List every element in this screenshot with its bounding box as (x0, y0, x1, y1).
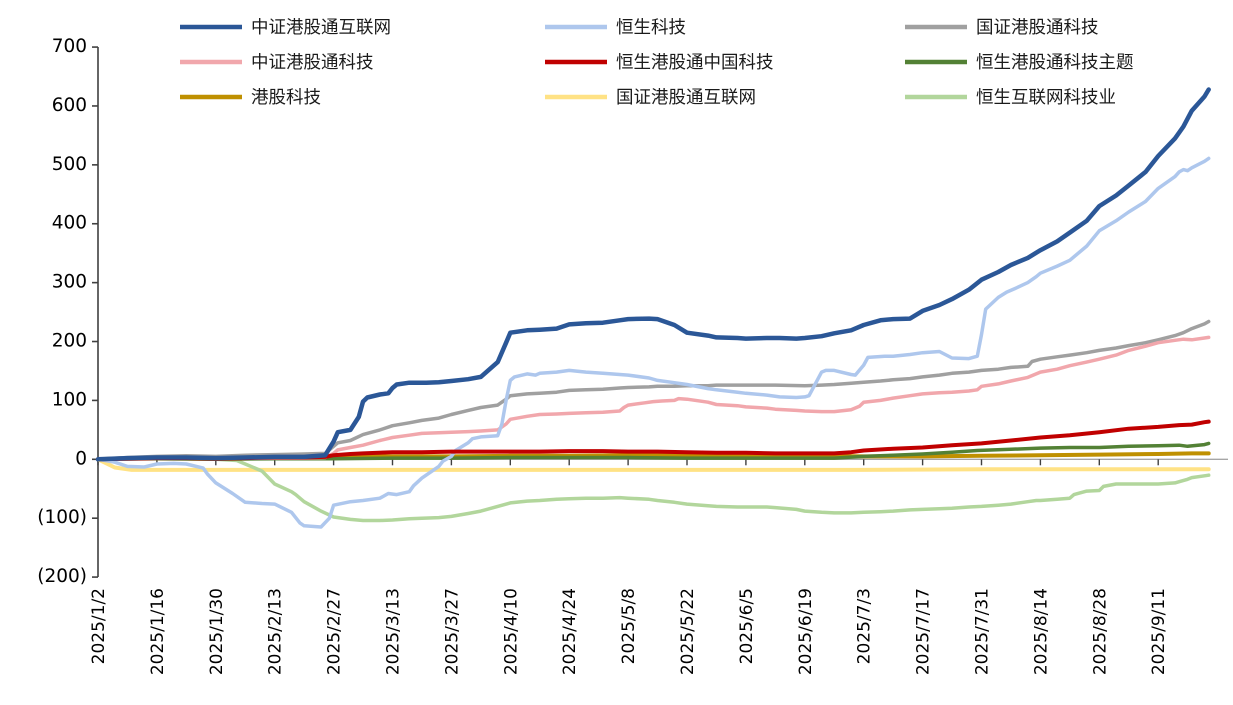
x-tick-label: 2025/9/11 (1149, 588, 1169, 675)
x-tick-label: 2025/3/27 (442, 588, 462, 675)
legend-item: 港股科技 (180, 88, 321, 108)
legend-item: 恒生互联网科技业 (905, 88, 1116, 108)
x-tick-label-group: 2025/6/5 (737, 588, 757, 664)
x-tick-label-group: 2025/1/2 (89, 588, 109, 664)
y-tick-label: 700 (52, 36, 87, 57)
series-line-3 (96, 335, 1211, 462)
legend-item: 恒生港股通科技主题 (905, 53, 1134, 73)
y-tick-label: 100 (52, 389, 87, 410)
x-tick-label-group: 2025/8/14 (1031, 588, 1051, 675)
legend-label: 恒生港股通中国科技 (616, 53, 774, 73)
x-tick-label: 2025/5/8 (619, 588, 639, 664)
series-line-5 (96, 441, 1211, 462)
series-line-1 (96, 156, 1211, 529)
x-tick-label-group: 2025/5/22 (678, 588, 698, 675)
x-tick-label: 2025/1/2 (89, 588, 109, 664)
x-tick-label: 2025/6/5 (737, 588, 757, 664)
x-tick-label-group: 2025/1/30 (207, 588, 227, 675)
x-tick-label: 2025/4/24 (560, 588, 580, 675)
y-tick-label: (200) (37, 566, 87, 587)
x-tick-label-group: 2025/7/3 (855, 588, 875, 664)
x-tick-label: 2025/7/31 (973, 588, 993, 675)
legend-label: 中证港股通互联网 (251, 18, 391, 38)
x-tick-label: 2025/2/13 (266, 588, 286, 675)
x-tick-label: 2025/6/19 (796, 588, 816, 675)
x-tick-label-group: 2025/7/31 (973, 588, 993, 675)
axes-layer: 700 600 500 400 300 200 100 0 (100) (200)2025/1/2… (37, 36, 1228, 675)
legend-label: 中证港股通科技 (251, 53, 374, 73)
x-tick-label-group: 2025/2/27 (325, 588, 345, 675)
x-tick-label: 2025/3/13 (384, 588, 404, 675)
legend-label: 国证港股通科技 (976, 18, 1099, 38)
legend-item: 恒生港股通中国科技 (545, 53, 774, 73)
x-tick-label-group: 2025/3/27 (442, 588, 462, 675)
x-tick-label-group: 2025/8/28 (1090, 588, 1110, 675)
x-tick-label: 2025/1/30 (207, 588, 227, 675)
y-tick-label: 0 (75, 448, 87, 469)
x-tick-label: 2025/1/16 (148, 588, 168, 675)
legend-label: 恒生科技 (616, 18, 686, 38)
x-tick-label: 2025/7/3 (855, 588, 875, 664)
x-tick-label-group: 2025/1/16 (148, 588, 168, 675)
x-tick-label: 2025/4/10 (501, 588, 521, 675)
x-tick-label-group: 2025/4/24 (560, 588, 580, 675)
x-tick-label-group: 2025/2/13 (266, 588, 286, 675)
x-tick-label-group: 2025/5/8 (619, 588, 639, 664)
legend-label: 港股科技 (251, 88, 321, 108)
x-tick-label: 2025/8/28 (1090, 588, 1110, 675)
y-tick-label: (100) (37, 507, 87, 528)
series-layer (95, 87, 1211, 529)
legend-item: 中证港股通科技 (180, 53, 374, 73)
series-line-0 (95, 87, 1211, 462)
x-tick-label: 2025/8/14 (1031, 588, 1051, 675)
legend-item: 恒生科技 (545, 18, 686, 38)
legend-item: 国证港股通科技 (905, 18, 1099, 38)
legend-item: 中证港股通互联网 (180, 18, 391, 38)
legend-label: 恒生港股通科技主题 (976, 53, 1134, 73)
x-tick-label-group: 2025/4/10 (501, 588, 521, 675)
x-tick-label-group: 2025/3/13 (384, 588, 404, 675)
legend-label: 恒生互联网科技业 (976, 88, 1116, 108)
y-tick-label: 200 (52, 331, 87, 352)
series-line-7 (96, 457, 1211, 472)
x-tick-label-group: 2025/7/17 (914, 588, 934, 675)
series-line-8 (96, 455, 1211, 523)
x-tick-label: 2025/7/17 (914, 588, 934, 675)
y-tick-label: 500 (52, 154, 87, 175)
x-tick-label: 2025/5/22 (678, 588, 698, 675)
y-tick-label: 600 (52, 95, 87, 116)
x-tick-label: 2025/2/27 (325, 588, 345, 675)
legend-label: 国证港股通互联网 (616, 88, 756, 108)
y-tick-label: 300 (52, 272, 87, 293)
x-tick-label-group: 2025/9/11 (1149, 588, 1169, 675)
legend-item: 国证港股通互联网 (545, 88, 756, 108)
x-tick-label-group: 2025/6/19 (796, 588, 816, 675)
y-tick-label: 400 (52, 213, 87, 234)
